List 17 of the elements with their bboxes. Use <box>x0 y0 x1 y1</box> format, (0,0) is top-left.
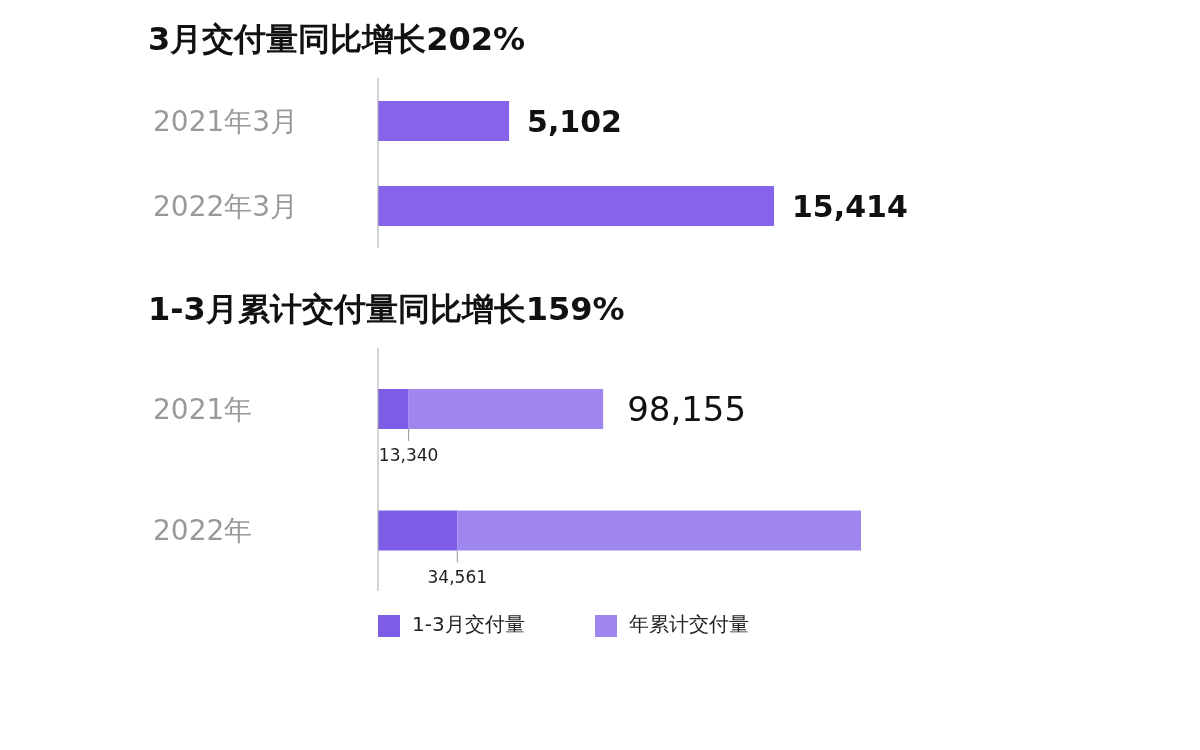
data-label: 15,414 <box>792 189 908 224</box>
bar <box>378 389 409 429</box>
legend-label: 1-3月交付量 <box>412 612 525 636</box>
bar <box>457 510 861 551</box>
legend-label: 年累计交付量 <box>628 612 749 636</box>
data-label: 13,340 <box>378 445 439 465</box>
data-label: 34,561 <box>427 566 488 587</box>
bar <box>408 389 604 429</box>
y-tick-label: 2021年 <box>153 392 253 426</box>
total-label: 98,155 <box>627 389 747 429</box>
bar <box>378 510 458 551</box>
chart-title: 3月交付量同比增长202% <box>148 19 527 60</box>
y-tick-label: 2021年3月 <box>153 104 299 138</box>
chart-title: 1-3月累计交付量同比增长159% <box>148 289 626 330</box>
data-label: 5,102 <box>527 104 622 139</box>
y-tick-label: 2022年3月 <box>153 189 299 223</box>
y-tick-label: 2022年 <box>153 514 253 548</box>
